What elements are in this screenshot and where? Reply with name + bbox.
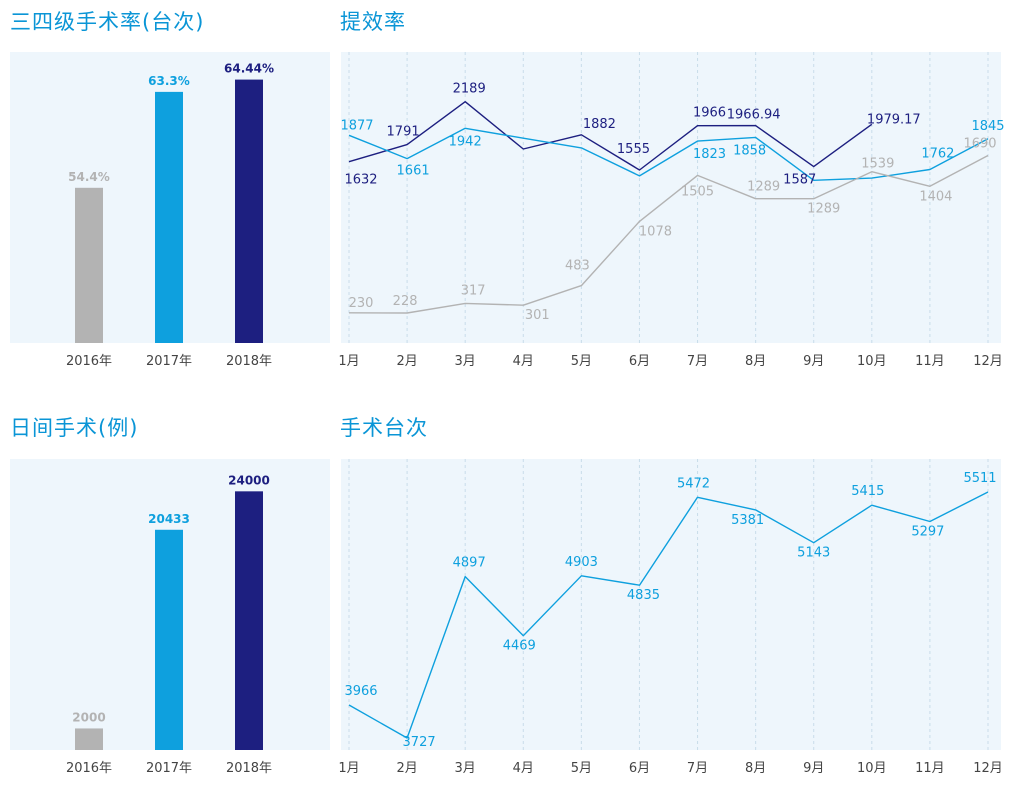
surgerycount-x-tick-label: 5月 xyxy=(571,761,592,776)
daysurgery-value-label: 24000 xyxy=(228,473,270,487)
surgerycount-data-label: 4835 xyxy=(627,588,660,603)
efficiency-x-tick-label: 7月 xyxy=(687,354,708,369)
efficiency-series-line xyxy=(348,154,989,314)
level34-bar xyxy=(235,79,263,343)
level34-x-tick-label: 2018年 xyxy=(226,354,272,369)
surgerycount-data-label: 4903 xyxy=(565,555,598,570)
surgerycount-x-tick-label: 9月 xyxy=(803,761,824,776)
efficiency-x-tick-label: 5月 xyxy=(571,354,592,369)
surgerycount-x-tick-label: 7月 xyxy=(687,761,708,776)
efficiency-data-label: 301 xyxy=(525,308,550,323)
daysurgery-x-tick-label: 2018年 xyxy=(226,761,272,776)
surgerycount-series-line xyxy=(348,491,989,739)
surgerycount-data-label: 5143 xyxy=(797,546,830,561)
efficiency-data-label: 1539 xyxy=(861,157,894,172)
surgerycount-data-label: 5381 xyxy=(731,513,764,528)
surgerycount-x-tick-label: 4月 xyxy=(513,761,534,776)
daysurgery-value-label: 20433 xyxy=(148,512,190,526)
efficiency-title: 提效率 xyxy=(340,10,406,34)
efficiency-data-label: 230 xyxy=(349,296,374,311)
daysurgery-bar xyxy=(155,529,183,750)
level34-x-tick-label: 2017年 xyxy=(146,354,192,369)
efficiency-data-label: 1966 xyxy=(693,106,726,121)
efficiency-data-label: 1078 xyxy=(639,224,672,239)
efficiency-data-label: 1505 xyxy=(681,184,714,199)
efficiency-data-label: 1845 xyxy=(971,119,1004,134)
daysurgery-value-label: 2000 xyxy=(72,710,105,724)
level34-bar-chart: 54.4% 2016年 63.3% 2017年 64.44% 2018年 xyxy=(66,62,274,369)
efficiency-panel xyxy=(341,52,1001,343)
efficiency-x-tick-label: 9月 xyxy=(803,354,824,369)
surgerycount-title: 手术台次 xyxy=(340,416,428,440)
daysurgery-bar-chart: 2000 2016年 20433 2017年 24000 2018年 xyxy=(66,473,272,776)
efficiency-data-label: 1289 xyxy=(747,180,780,195)
efficiency-x-tick-label: 10月 xyxy=(857,354,887,369)
surgerycount-x-tick-label: 6月 xyxy=(629,761,650,776)
daysurgery-x-tick-label: 2016年 xyxy=(66,761,112,776)
surgerycount-data-label: 4469 xyxy=(503,639,536,654)
efficiency-x-tick-label: 12月 xyxy=(973,354,1003,369)
efficiency-data-label: 1762 xyxy=(921,146,954,161)
efficiency-x-tick-label: 11月 xyxy=(915,354,945,369)
efficiency-data-label: 1289 xyxy=(807,202,840,217)
level34-value-label: 63.3% xyxy=(148,74,190,88)
efficiency-line-chart: 1月 2月 3月 4月 5月 6月 7月 8月 9月 10月 11月 12月 1632 1791 2189 1… xyxy=(338,52,1005,369)
level34-value-label: 64.44% xyxy=(224,62,274,76)
efficiency-data-label: 228 xyxy=(393,294,418,309)
surgerycount-panel xyxy=(341,459,1001,750)
efficiency-series-line xyxy=(348,100,873,171)
surgerycount-x-tick-label: 12月 xyxy=(973,761,1003,776)
surgerycount-x-tick-label: 3月 xyxy=(455,761,476,776)
efficiency-data-label: 317 xyxy=(461,283,486,298)
level34-bar xyxy=(75,187,103,343)
surgerycount-x-tick-label: 1月 xyxy=(338,761,359,776)
efficiency-x-tick-label: 2月 xyxy=(396,354,417,369)
efficiency-data-label: 1877 xyxy=(340,118,373,133)
surgerycount-data-label: 5297 xyxy=(911,524,944,539)
efficiency-data-label: 1661 xyxy=(397,164,430,179)
daysurgery-bar xyxy=(75,728,103,750)
efficiency-data-label: 1791 xyxy=(387,125,420,140)
efficiency-data-label: 1404 xyxy=(919,189,952,204)
efficiency-data-label: 1882 xyxy=(583,117,616,132)
efficiency-x-tick-label: 6月 xyxy=(629,354,650,369)
daysurgery-bar xyxy=(235,491,263,750)
surgerycount-x-tick-label: 8月 xyxy=(745,761,766,776)
efficiency-data-label: 1823 xyxy=(693,147,726,162)
efficiency-data-label: 1966.94 xyxy=(727,108,781,123)
surgerycount-data-label: 3966 xyxy=(344,684,377,699)
efficiency-series-line xyxy=(348,127,989,182)
surgerycount-data-label: 3727 xyxy=(403,735,436,750)
efficiency-x-tick-label: 1月 xyxy=(338,354,359,369)
efficiency-data-label: 1587 xyxy=(783,173,816,188)
efficiency-x-tick-label: 8月 xyxy=(745,354,766,369)
efficiency-data-label: 1858 xyxy=(733,143,766,158)
surgerycount-data-label: 4897 xyxy=(453,556,486,571)
efficiency-x-tick-label: 4月 xyxy=(513,354,534,369)
surgerycount-x-tick-label: 2月 xyxy=(396,761,417,776)
surgerycount-data-label: 5511 xyxy=(963,471,996,486)
level34-value-label: 54.4% xyxy=(68,170,110,184)
level34-bar xyxy=(155,91,183,343)
efficiency-data-label: 1632 xyxy=(344,173,377,188)
efficiency-data-label: 483 xyxy=(565,259,590,274)
efficiency-data-label: 2189 xyxy=(453,82,486,97)
efficiency-data-label: 1555 xyxy=(617,142,650,157)
efficiency-data-label: 1942 xyxy=(449,134,482,149)
surgerycount-data-label: 5472 xyxy=(677,476,710,491)
efficiency-data-label: 1690 xyxy=(963,136,996,151)
level34-title: 三四级手术率(台次) xyxy=(10,10,205,34)
surgerycount-x-tick-label: 11月 xyxy=(915,761,945,776)
efficiency-x-tick-label: 3月 xyxy=(455,354,476,369)
efficiency-data-label: 1979.17 xyxy=(867,112,921,127)
surgerycount-x-tick-label: 10月 xyxy=(857,761,887,776)
daysurgery-x-tick-label: 2017年 xyxy=(146,761,192,776)
surgerycount-data-label: 5415 xyxy=(851,484,884,499)
level34-x-tick-label: 2016年 xyxy=(66,354,112,369)
daysurgery-title: 日间手术(例) xyxy=(10,416,139,440)
